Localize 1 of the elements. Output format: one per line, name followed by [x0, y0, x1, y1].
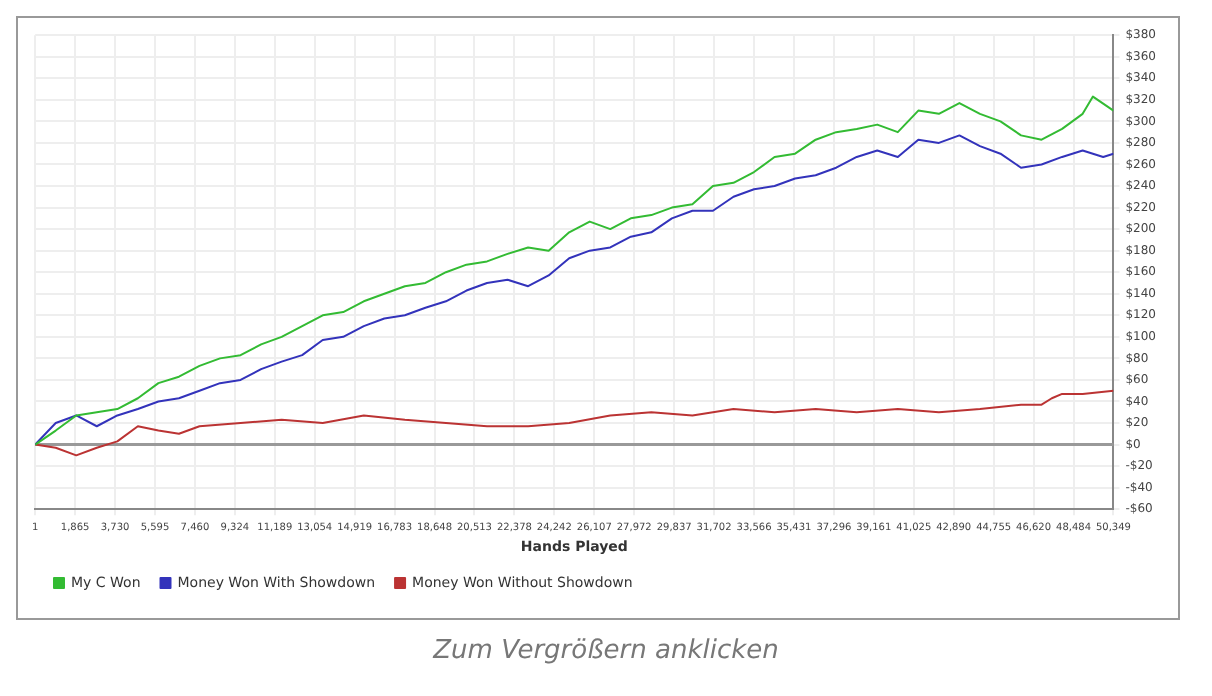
text: Zum Vergrößern anklicken	[430, 636, 781, 666]
